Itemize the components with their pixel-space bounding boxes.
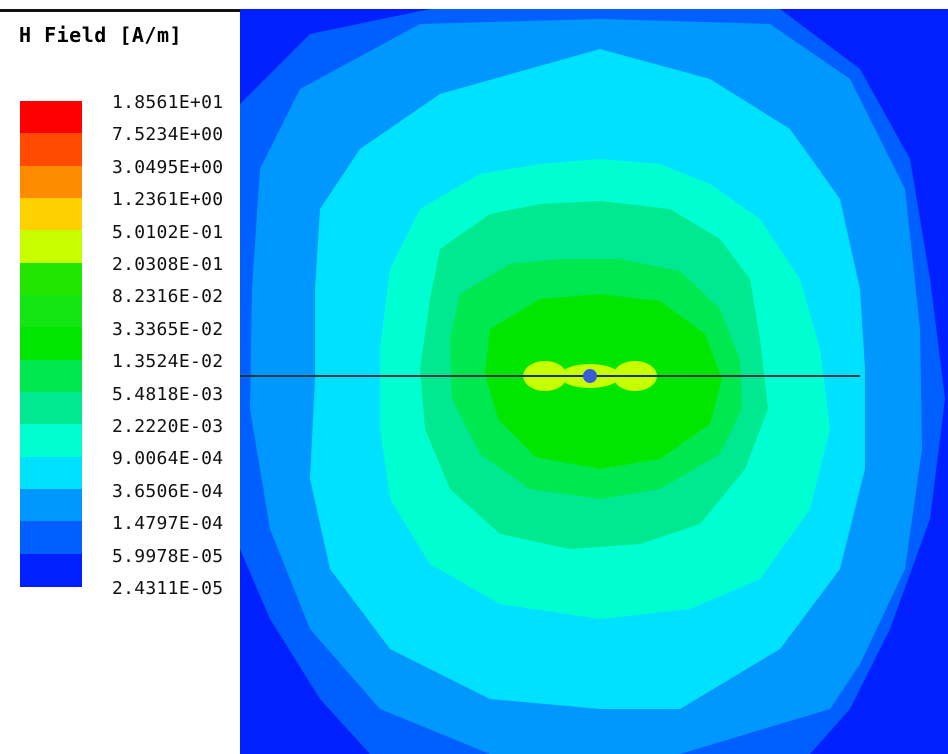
colorbar-tick-label: 9.0064E-04 <box>112 448 224 470</box>
legend-title: H Field [A/m] <box>19 23 183 47</box>
colorbar-band <box>20 327 82 361</box>
colorbar-tick-label: 1.3524E-02 <box>112 351 224 373</box>
colorbar-band <box>20 521 82 555</box>
colorbar-tick-label: 2.0308E-01 <box>112 254 224 275</box>
colorbar-tick-label: 3.3365E-02 <box>112 318 224 340</box>
colorbar-band <box>20 230 82 264</box>
colorbar-tick-label: 1.2361E+00 <box>112 189 224 211</box>
colorbar-tick-label: 5.0102E-01 <box>112 221 224 243</box>
colorbar-band <box>20 489 82 522</box>
legend-top-rule <box>0 9 240 12</box>
colorbar-band <box>20 456 82 490</box>
colorbar-band <box>20 359 82 393</box>
colorbar <box>20 101 82 587</box>
colorbar-band <box>20 101 82 134</box>
colorbar-tick-label: 3.0495E+00 <box>112 156 224 178</box>
colorbar-tick-label: 5.9978E-05 <box>112 545 224 567</box>
colorbar-band <box>20 553 82 587</box>
colorbar-tick-label: 8.2316E-02 <box>112 286 224 308</box>
field-plot <box>240 9 948 754</box>
colorbar-band <box>20 262 82 296</box>
colorbar-tick-label: 5.4818E-03 <box>112 383 224 405</box>
field-plot-svg <box>240 9 948 754</box>
colorbar-tick-label: 1.4797E-04 <box>112 513 224 535</box>
colorbar-tick-label: 7.5234E+00 <box>112 124 224 146</box>
colorbar-band <box>20 198 82 231</box>
colorbar-band <box>20 133 82 167</box>
source-marker <box>583 369 597 383</box>
colorbar-band <box>20 295 82 328</box>
colorbar-tick-label: 3.6506E-04 <box>112 480 224 502</box>
colorbar-band <box>20 165 82 199</box>
colorbar-band <box>20 424 82 458</box>
colorbar-band <box>20 392 82 425</box>
colorbar-tick-label: 1.8561E+01 <box>112 92 224 113</box>
colorbar-tick-label: 2.4311E-05 <box>112 578 224 599</box>
colorbar-tick-label: 2.2220E-03 <box>112 416 224 437</box>
